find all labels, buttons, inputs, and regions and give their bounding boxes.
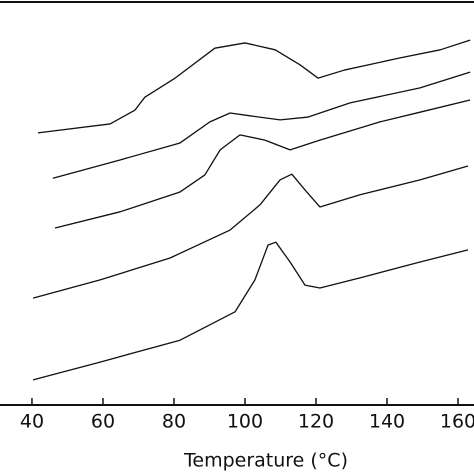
x-tick-label: 40 [20, 411, 44, 433]
x-tick-label: 160 [440, 411, 474, 433]
x-tick-label: 100 [227, 411, 263, 433]
curve [54, 99, 471, 229]
curve [32, 165, 469, 299]
x-tick-label: 80 [162, 411, 186, 433]
x-axis-title: Temperature (°C) [183, 450, 348, 472]
curve [52, 71, 471, 179]
curve [32, 241, 469, 381]
x-tick-label: 60 [91, 411, 115, 433]
x-tick-label: 140 [369, 411, 405, 433]
x-tick-label: 120 [298, 411, 334, 433]
curve [37, 39, 471, 134]
